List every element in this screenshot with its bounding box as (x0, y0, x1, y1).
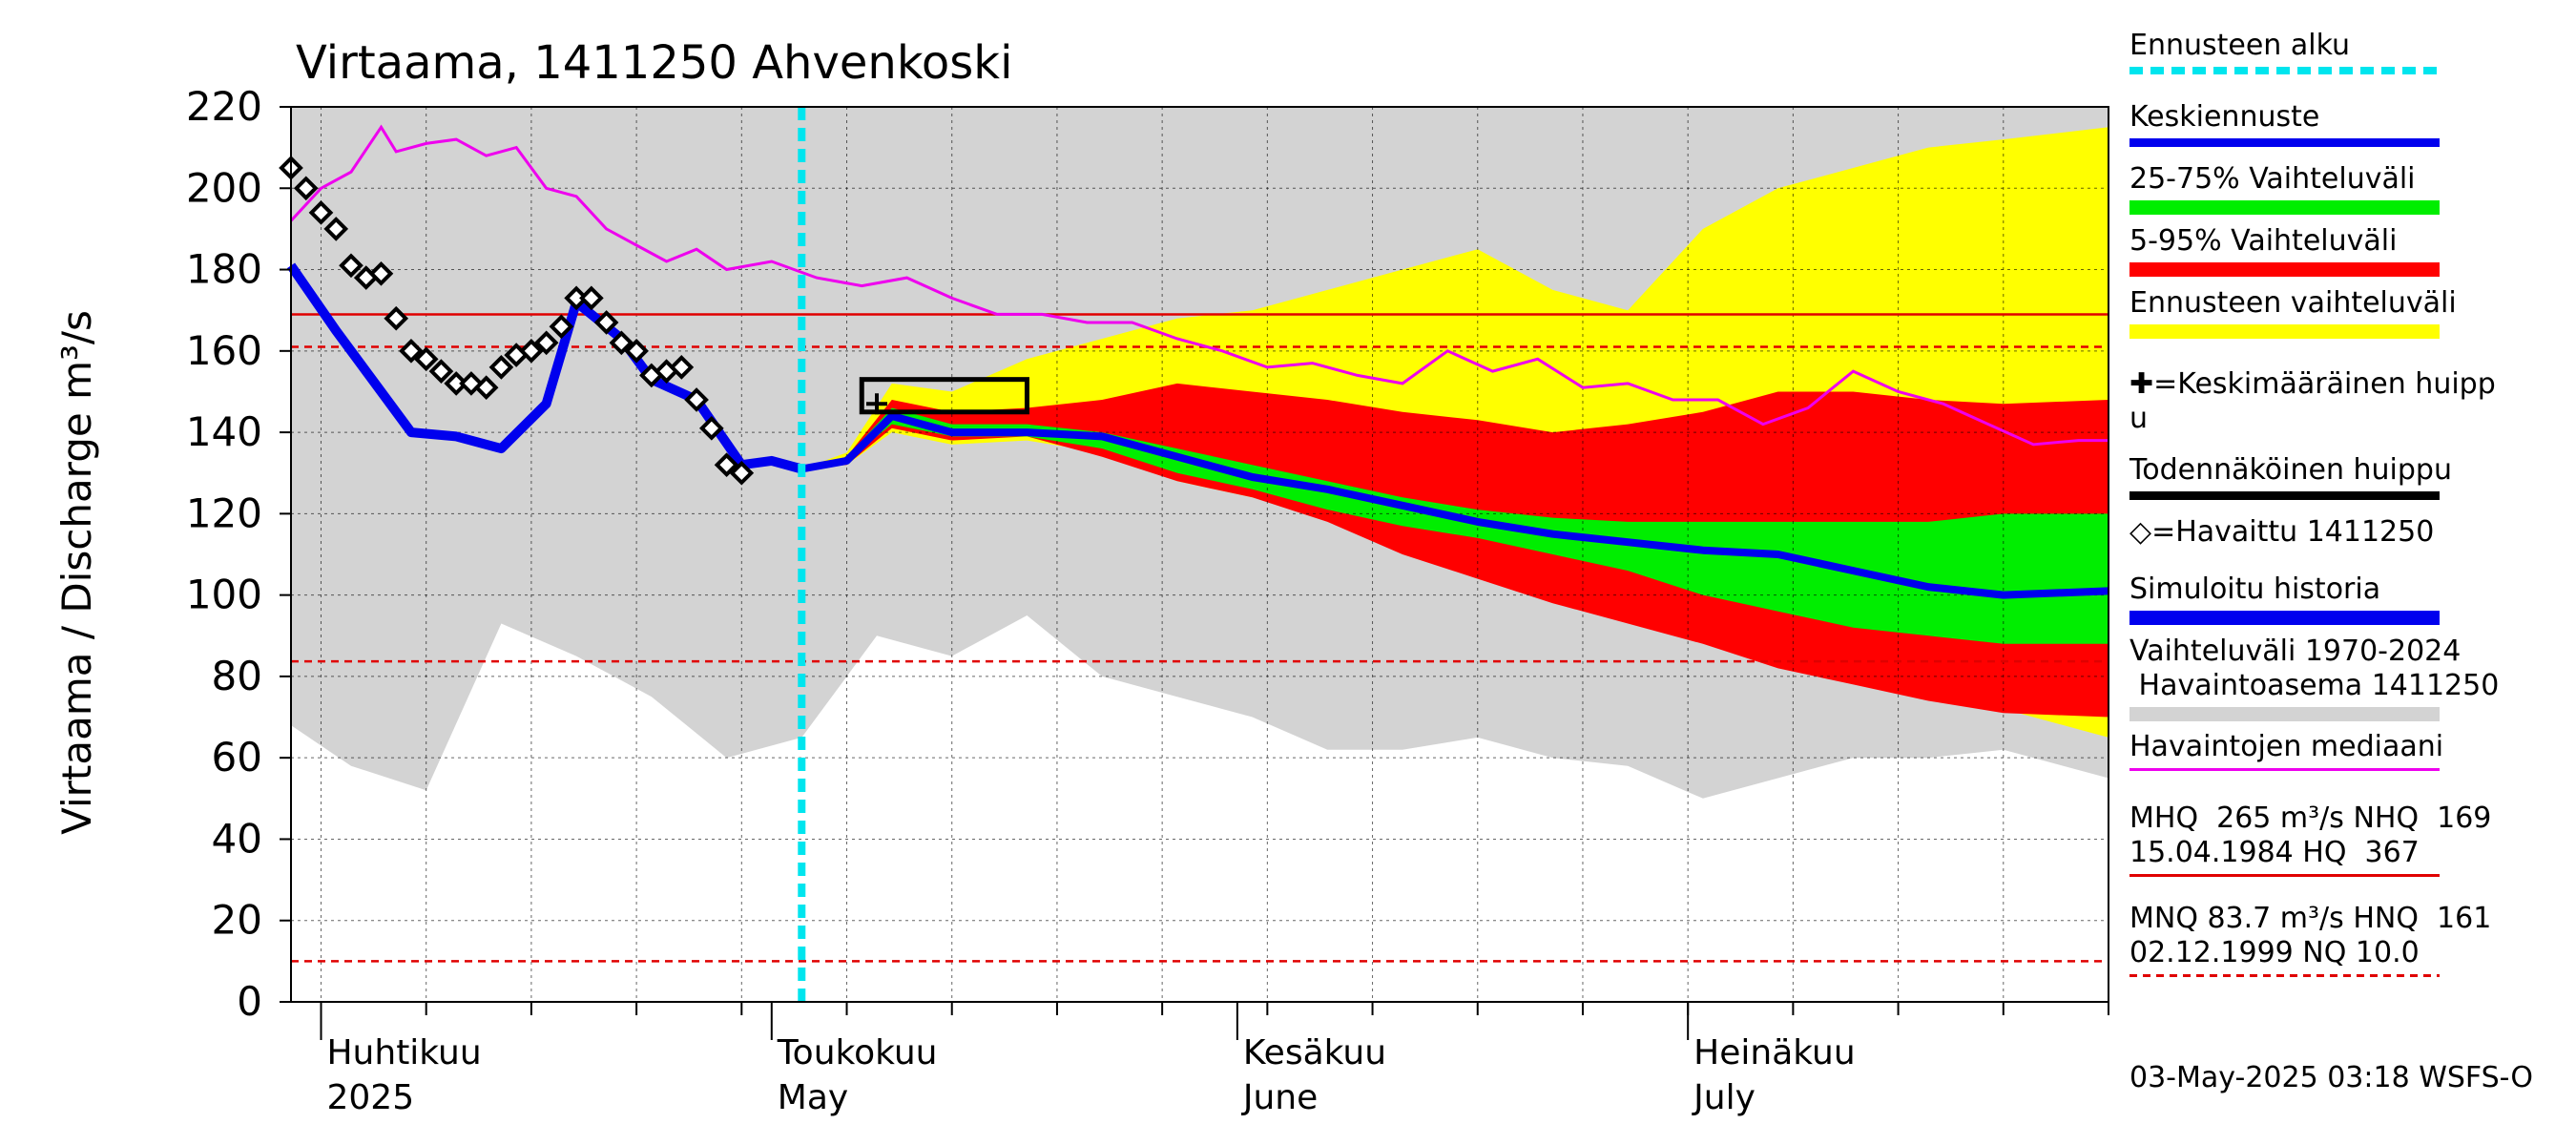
observed-point (714, 452, 739, 478)
legend-item: ◇=Havaittu 1411250 (2129, 515, 2568, 550)
observed-point (459, 371, 484, 396)
legend-swatch (2129, 67, 2440, 74)
legend-item: Todennäköinen huippu (2129, 453, 2568, 500)
observed-point (519, 338, 544, 364)
observed-point (579, 285, 604, 311)
observed-median-line (289, 124, 2109, 447)
month-label-en: June (1241, 1078, 1318, 1117)
legend-item: Simuloitu historia (2129, 572, 2568, 625)
legend-label: MNQ 83.7 m³/s HNQ 161 02.12.1999 NQ 10.0 (2129, 902, 2492, 969)
legend-item: Ennusteen vaihteluväli (2129, 286, 2568, 339)
legend-swatch (2129, 491, 2440, 500)
y-tick-label: 0 (237, 978, 262, 1025)
y-tick-label: 160 (186, 327, 262, 374)
legend-label: 25-75% Vaihteluväli (2129, 162, 2416, 196)
legend-swatch (2129, 200, 2440, 215)
legend-item: MHQ 265 m³/s NHQ 169 15.04.1984 HQ 367 (2129, 802, 2568, 877)
y-tick-label: 80 (212, 653, 262, 699)
y-tick-label: 100 (186, 572, 262, 618)
observed-point (533, 330, 559, 356)
grid (291, 106, 2109, 1003)
legend-item: Vaihteluväli 1970-2024 Havaintoasema 141… (2129, 635, 2568, 721)
legend-label: Havaintojen mediaani (2129, 730, 2444, 763)
y-tick-label: 20 (212, 897, 262, 944)
legend-swatch (2129, 262, 2440, 277)
month-label-fi: Huhtikuu (326, 1033, 481, 1072)
legend-item: 5-95% Vaihteluväli (2129, 224, 2568, 277)
legend-swatch (2129, 974, 2440, 977)
observed-point (624, 338, 649, 364)
legend-label: ◇=Havaittu 1411250 (2129, 515, 2435, 549)
legend-swatch (2129, 138, 2440, 147)
observed-point (609, 330, 634, 356)
month-label-fi: Toukokuu (777, 1033, 938, 1072)
y-tick-label: 220 (186, 83, 262, 130)
observed-point (323, 217, 349, 241)
y-axis-label: Virtaama / Discharge m³/s (53, 310, 100, 835)
legend-swatch (2129, 611, 2440, 625)
legend-label: ✚=Keskimääräinen huipp u (2129, 367, 2496, 435)
observed-point (698, 415, 724, 441)
legend-swatch (2129, 874, 2440, 877)
y-tick-label: 120 (186, 489, 262, 536)
observed-point (549, 314, 574, 340)
legend-item: Havaintojen mediaani (2129, 730, 2568, 771)
y-tick-label: 180 (186, 246, 262, 293)
observed-point (473, 375, 499, 401)
observed-point (399, 338, 424, 364)
legend-swatch (2129, 324, 2440, 339)
chart-title: Virtaama, 1411250 Ahvenkoski (296, 36, 1012, 90)
legend-swatch (2129, 707, 2440, 721)
observed-point (669, 355, 695, 380)
legend-label: Todennäköinen huippu (2129, 453, 2452, 487)
legend-item: ✚=Keskimääräinen huipp u (2129, 367, 2568, 436)
simulated-history-line (286, 262, 803, 474)
legend-swatch (2129, 768, 2440, 771)
observed-point (368, 260, 394, 286)
month-label-fi: Heinäkuu (1693, 1033, 1855, 1072)
observed-point (428, 359, 454, 384)
mean-peak-marker (866, 393, 888, 415)
observed-point (488, 355, 514, 380)
legend-label: MHQ 265 m³/s NHQ 169 15.04.1984 HQ 367 (2129, 802, 2492, 869)
legend-item: Keskiennuste (2129, 100, 2568, 147)
y-tick-label: 60 (212, 734, 262, 781)
observed-point (293, 176, 319, 201)
observed-point (339, 253, 364, 279)
legend-label: Ennusteen vaihteluväli (2129, 286, 2457, 320)
observed-point (684, 387, 709, 412)
observed-point (308, 200, 334, 225)
month-label-fi: Kesäkuu (1243, 1033, 1386, 1072)
observed-point (593, 310, 619, 335)
legend-item: MNQ 83.7 m³/s HNQ 161 02.12.1999 NQ 10.0 (2129, 902, 2568, 977)
legend-label: Ennusteen alku (2129, 29, 2351, 62)
legend-label: Vaihteluväli 1970-2024 Havaintoasema 141… (2129, 635, 2500, 702)
legend-item: 25-75% Vaihteluväli (2129, 162, 2568, 215)
y-tick-label: 40 (212, 815, 262, 862)
legend-label: Simuloitu historia (2129, 572, 2381, 606)
month-label-en: May (778, 1078, 848, 1117)
p25-p75-band (801, 407, 2109, 644)
y-tick-label: 140 (186, 408, 262, 455)
legend-label: 5-95% Vaihteluväli (2129, 224, 2398, 258)
y-tick-label: 200 (186, 164, 262, 211)
probable-peak-box (859, 377, 1029, 415)
legend-label: Keskiennuste (2129, 100, 2320, 134)
plot-frame (290, 106, 2109, 1003)
observed-point (729, 460, 755, 486)
median-forecast-line (800, 412, 2109, 599)
p5-p95-band (801, 383, 2109, 718)
footer-timestamp: 03-May-2025 03:18 WSFS-O (2129, 1061, 2533, 1094)
month-label-en: July (1692, 1078, 1755, 1117)
month-label-en: 2025 (326, 1078, 414, 1117)
observed-point (413, 346, 439, 372)
observed-point (384, 305, 409, 331)
legend-item: Ennusteen alku (2129, 29, 2568, 74)
